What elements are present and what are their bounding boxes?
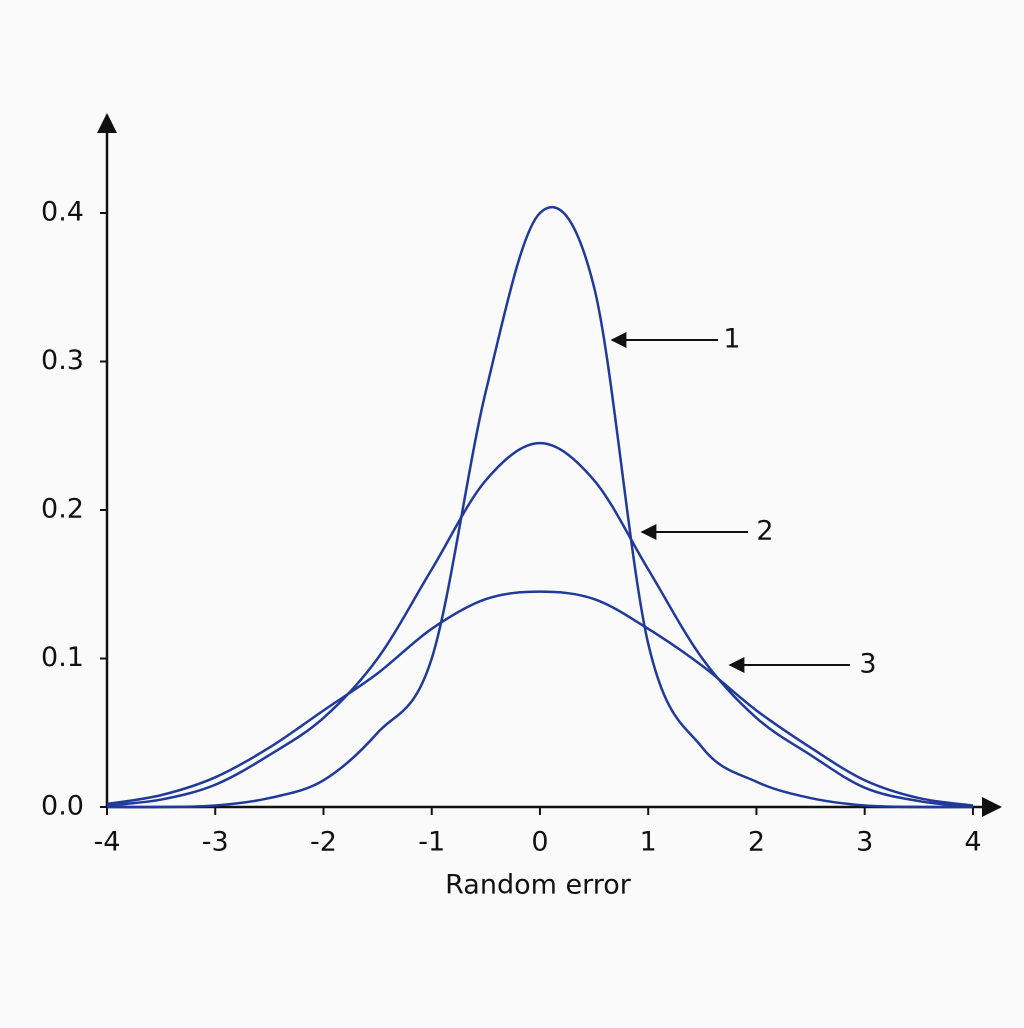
line-series [106,590,974,807]
x-tick-label: 0 [531,827,548,858]
x-tick-label: -1 [418,827,445,858]
line-series [106,441,974,809]
series-label: 2 [756,516,773,547]
x-tick-label: -3 [202,827,229,858]
x-tick-label: 2 [748,827,765,858]
x-tick-label: 3 [856,827,873,858]
x-tick-label: 4 [964,827,981,858]
x-axis-label: Random error [445,870,632,901]
y-tick-label: 0.3 [41,345,84,376]
y-tick-label: 0.4 [41,197,84,228]
series-label: 3 [859,649,876,680]
x-tick-label: 1 [640,827,657,858]
y-tick-label: 0.0 [41,791,84,822]
y-tick-label: 0.1 [41,642,84,673]
series-label: 1 [723,324,740,355]
x-tick-label: -2 [310,827,337,858]
x-tick-label: -4 [94,827,121,858]
y-tick-label: 0.2 [41,494,84,525]
line-series [106,205,973,809]
